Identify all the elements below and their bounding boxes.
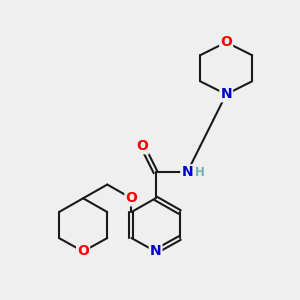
Text: N: N bbox=[220, 87, 232, 101]
Text: O: O bbox=[77, 244, 89, 258]
Text: N: N bbox=[150, 244, 161, 258]
Text: O: O bbox=[125, 191, 137, 205]
Text: O: O bbox=[220, 35, 232, 49]
Text: N: N bbox=[181, 165, 193, 179]
Text: O: O bbox=[136, 139, 148, 153]
Text: H: H bbox=[195, 166, 205, 179]
